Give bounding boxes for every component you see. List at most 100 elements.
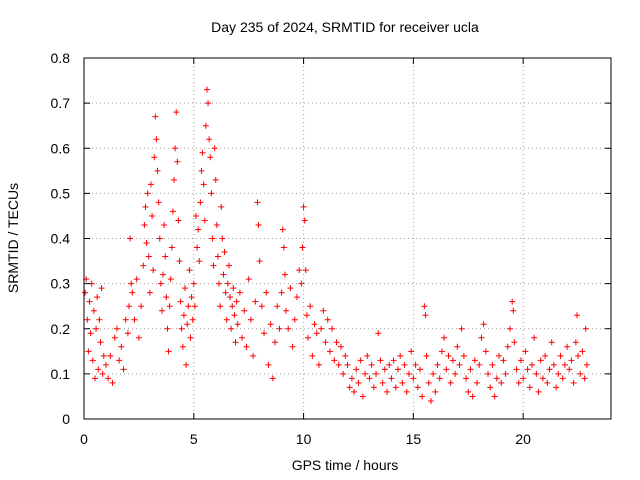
data-point: [149, 212, 156, 219]
data-point: [85, 348, 92, 355]
y-tick-labels: 0 0.1 0.2 0.3 0.4 0.5 0.6 0.7 0.8: [51, 50, 71, 427]
data-point: [147, 181, 154, 188]
data-point: [487, 384, 494, 391]
data-point: [397, 352, 404, 359]
data-point: [478, 334, 485, 341]
data-point: [165, 348, 172, 355]
data-point: [414, 384, 421, 391]
data-point: [416, 366, 423, 373]
data-point: [474, 379, 481, 386]
data-point: [182, 285, 189, 292]
data-point: [173, 109, 180, 116]
data-point: [340, 370, 347, 377]
data-point: [210, 262, 217, 269]
data-point: [344, 361, 351, 368]
data-point: [199, 149, 206, 156]
data-point: [370, 384, 377, 391]
data-point: [222, 289, 229, 296]
data-point: [283, 307, 290, 314]
grid-lines: [84, 58, 611, 419]
data-point: [298, 280, 305, 287]
data-point: [143, 240, 150, 247]
data-point: [582, 325, 589, 332]
data-point: [322, 339, 329, 346]
data-point: [557, 352, 564, 359]
data-point: [434, 361, 441, 368]
data-point: [454, 343, 461, 350]
data-point: [178, 325, 185, 332]
data-point: [510, 307, 517, 314]
data-point: [573, 312, 580, 319]
data-point: [189, 316, 196, 323]
data-point: [517, 357, 524, 364]
data-point: [122, 316, 129, 323]
data-point: [399, 379, 406, 386]
data-point: [120, 366, 127, 373]
data-point: [269, 375, 276, 382]
data-point: [98, 285, 105, 292]
data-point: [315, 361, 322, 368]
y-tick-label: 0.6: [51, 140, 71, 156]
data-point: [524, 366, 531, 373]
data-point: [129, 289, 136, 296]
data-point: [280, 244, 287, 251]
data-point: [188, 294, 195, 301]
data-point: [221, 249, 228, 256]
data-point: [138, 303, 145, 310]
data-point: [324, 316, 331, 323]
data-point: [539, 375, 546, 382]
data-point: [555, 370, 562, 377]
data-point: [564, 343, 571, 350]
data-point: [331, 357, 338, 364]
data-point: [102, 361, 109, 368]
data-point: [82, 289, 89, 296]
data-point: [213, 221, 220, 228]
data-point: [303, 312, 310, 319]
data-point: [537, 357, 544, 364]
data-point: [247, 316, 254, 323]
data-point: [581, 375, 588, 382]
data-point: [105, 375, 112, 382]
data-point: [116, 357, 123, 364]
data-point: [502, 370, 509, 377]
data-point: [211, 145, 218, 152]
data-point: [307, 303, 314, 310]
data-point: [94, 294, 101, 301]
data-point: [300, 203, 307, 210]
data-point: [175, 217, 182, 224]
data-point: [212, 176, 219, 183]
data-point: [146, 289, 153, 296]
y-tick-label: 0.3: [51, 276, 71, 292]
data-point: [233, 298, 240, 305]
x-axis-title: GPS time / hours: [292, 457, 399, 473]
data-point: [180, 312, 187, 319]
y-tick-label: 0: [62, 411, 70, 427]
data-point: [153, 136, 160, 143]
data-point: [274, 303, 281, 310]
x-tick-label: 15: [406, 431, 422, 447]
data-point: [140, 262, 147, 269]
data-point: [311, 321, 318, 328]
data-point: [263, 289, 270, 296]
data-point: [250, 352, 257, 359]
data-point: [309, 352, 316, 359]
data-point: [252, 298, 259, 305]
data-point: [195, 226, 202, 233]
data-point: [231, 312, 238, 319]
data-point: [285, 325, 292, 332]
data-point: [566, 366, 573, 373]
data-point: [289, 343, 296, 350]
data-point: [511, 339, 518, 346]
data-point: [496, 352, 503, 359]
data-point: [197, 199, 204, 206]
data-point: [579, 348, 586, 355]
data-point: [254, 199, 261, 206]
data-point: [107, 352, 114, 359]
data-point: [164, 325, 171, 332]
data-point: [185, 303, 192, 310]
data-point: [162, 253, 169, 260]
data-point: [232, 339, 239, 346]
data-point: [166, 303, 173, 310]
data-point: [208, 190, 215, 197]
